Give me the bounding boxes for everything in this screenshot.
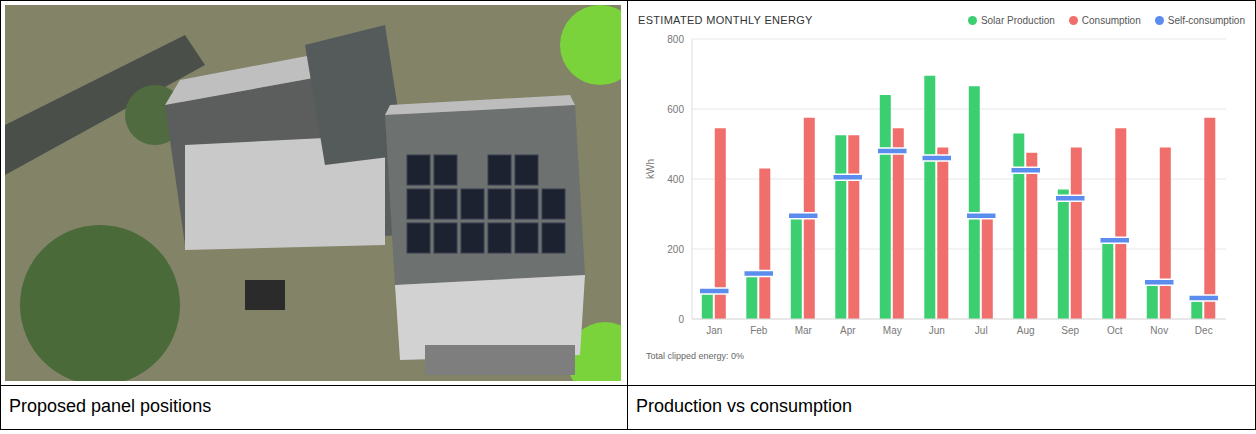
html-text:Production vs consumption: Production vs consumption [636, 396, 853, 416]
svg-text:Mar: Mar [795, 325, 813, 336]
svg-text:Oct: Oct [1107, 325, 1123, 336]
svg-text:kWh: kWh [645, 159, 656, 179]
svg-text:Dec: Dec [1195, 325, 1213, 336]
svg-text:Jul: Jul [975, 325, 988, 336]
html-text:Consumption: Consumption [1081, 14, 1141, 26]
html-text:Solar Production: Solar Production [980, 14, 1055, 26]
svg-text:May: May [883, 325, 902, 336]
svg-text:800: 800 [667, 34, 684, 45]
svg-text:Nov: Nov [1150, 325, 1168, 336]
svg-text:Jun: Jun [929, 325, 945, 336]
svg-text:Aug: Aug [1017, 325, 1035, 336]
html-text:Total clipped energy: 0%: Total clipped energy: 0% [646, 351, 745, 361]
html-text:Proposed panel positions: Proposed panel positions [9, 396, 212, 416]
svg-text:Apr: Apr [840, 325, 856, 336]
svg-text:200: 200 [667, 244, 684, 255]
svg-text:0: 0 [678, 314, 684, 325]
html-text:ESTIMATED MONTHLY ENERGY: ESTIMATED MONTHLY ENERGY [638, 14, 813, 26]
svg-text:600: 600 [667, 104, 684, 115]
svg-text:Feb: Feb [750, 325, 768, 336]
svg-text:400: 400 [667, 174, 684, 185]
html-text:Self-consumption: Self-consumption [1167, 14, 1245, 26]
svg-text:Jan: Jan [706, 325, 722, 336]
svg-text:Sep: Sep [1061, 325, 1079, 336]
